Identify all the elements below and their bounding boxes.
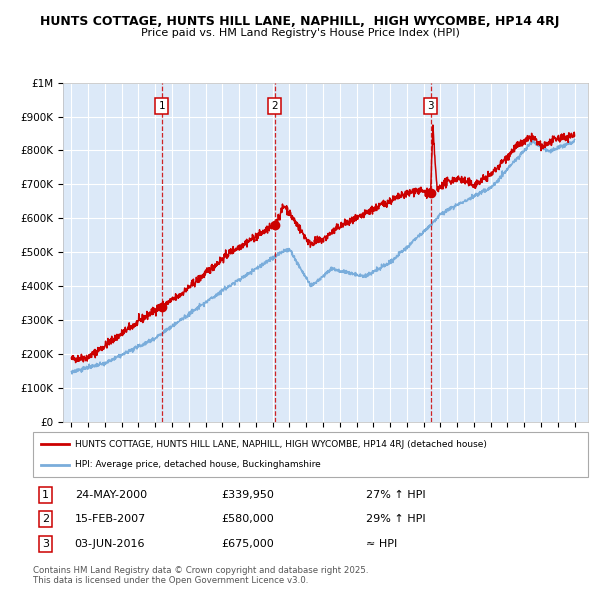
Text: 2: 2 (41, 514, 49, 524)
Text: £580,000: £580,000 (222, 514, 274, 524)
FancyBboxPatch shape (33, 432, 588, 477)
Text: 24-MAY-2000: 24-MAY-2000 (74, 490, 147, 500)
Text: 29% ↑ HPI: 29% ↑ HPI (366, 514, 425, 524)
Text: £339,950: £339,950 (222, 490, 275, 500)
Text: 1: 1 (158, 101, 165, 112)
Text: HUNTS COTTAGE, HUNTS HILL LANE, NAPHILL,  HIGH WYCOMBE, HP14 4RJ: HUNTS COTTAGE, HUNTS HILL LANE, NAPHILL,… (40, 15, 560, 28)
Text: £675,000: £675,000 (222, 539, 274, 549)
Text: 2: 2 (271, 101, 278, 112)
Text: Contains HM Land Registry data © Crown copyright and database right 2025.
This d: Contains HM Land Registry data © Crown c… (33, 566, 368, 585)
Text: 1: 1 (42, 490, 49, 500)
Text: HUNTS COTTAGE, HUNTS HILL LANE, NAPHILL, HIGH WYCOMBE, HP14 4RJ (detached house): HUNTS COTTAGE, HUNTS HILL LANE, NAPHILL,… (74, 440, 487, 449)
Text: 3: 3 (42, 539, 49, 549)
Text: Price paid vs. HM Land Registry's House Price Index (HPI): Price paid vs. HM Land Registry's House … (140, 28, 460, 38)
Text: 3: 3 (427, 101, 434, 112)
Text: HPI: Average price, detached house, Buckinghamshire: HPI: Average price, detached house, Buck… (74, 460, 320, 469)
Text: 03-JUN-2016: 03-JUN-2016 (74, 539, 145, 549)
Text: 27% ↑ HPI: 27% ↑ HPI (366, 490, 425, 500)
Text: 15-FEB-2007: 15-FEB-2007 (74, 514, 146, 524)
Text: ≈ HPI: ≈ HPI (366, 539, 397, 549)
